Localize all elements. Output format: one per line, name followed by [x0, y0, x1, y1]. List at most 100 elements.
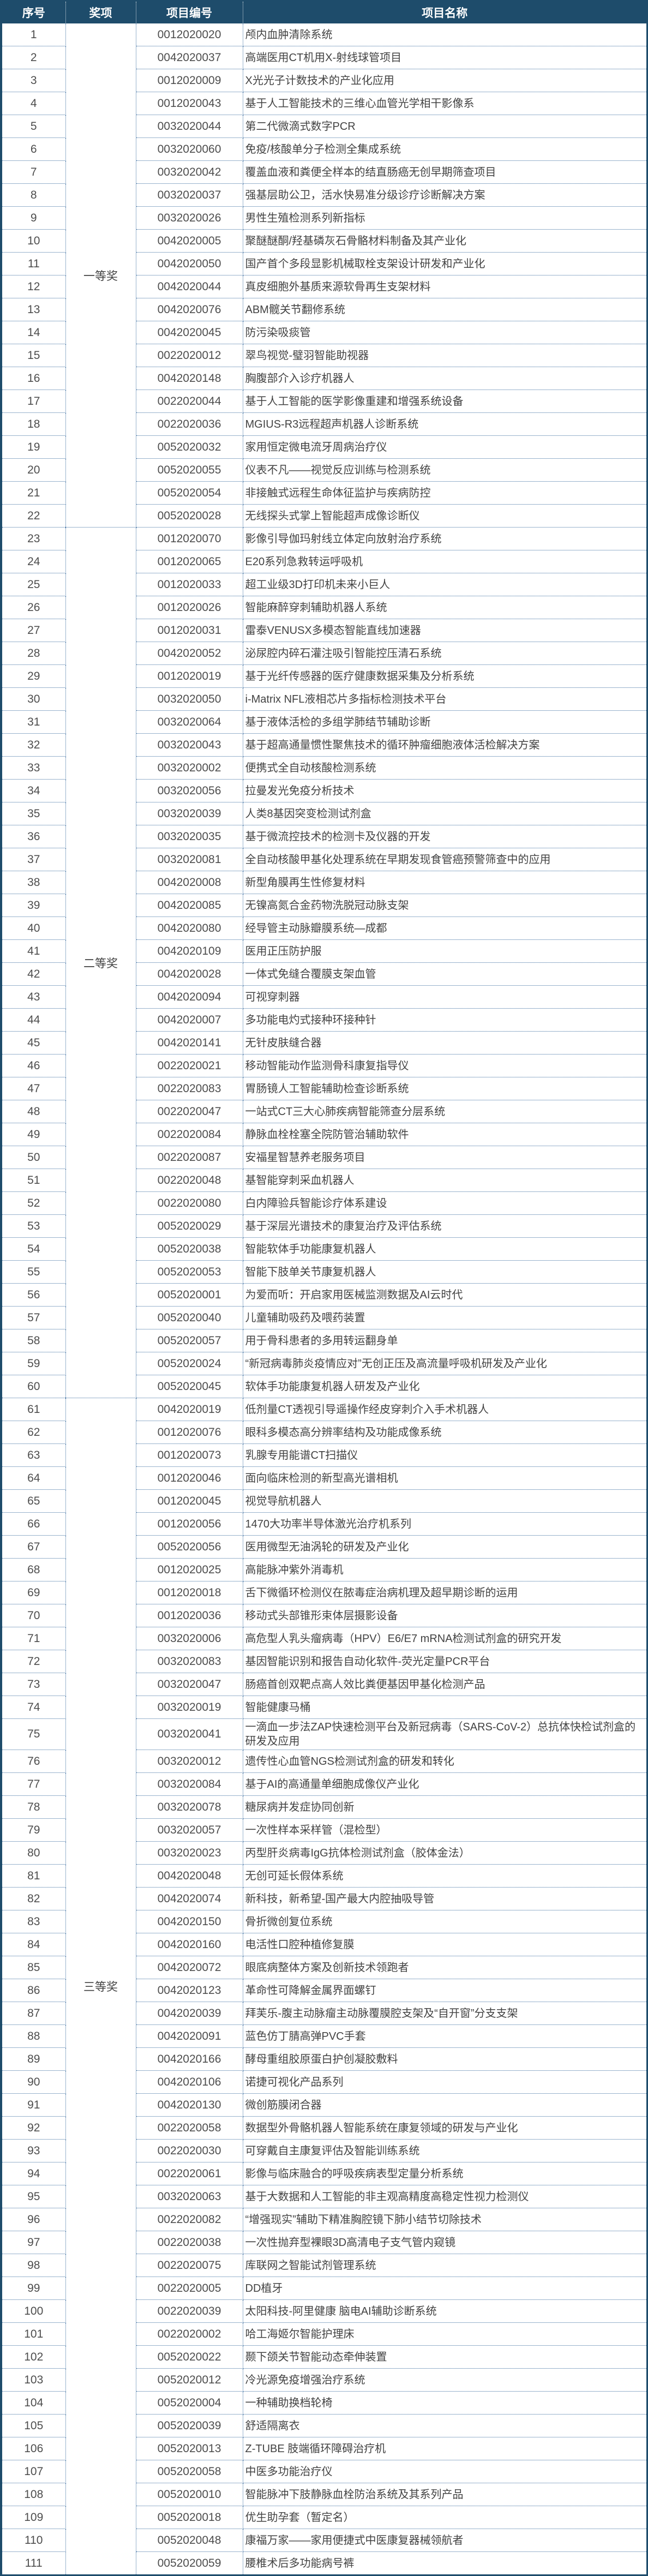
row-index-cell: 4 — [1, 92, 66, 115]
row-name-cell: 真皮细胞外基质来源软骨再生支架材料 — [243, 275, 647, 298]
row-name-cell: 一站式CT三大心肺疾病智能筛查分层系统 — [243, 1100, 647, 1123]
row-index-cell: 39 — [1, 894, 66, 917]
row-code-cell: 0052020048 — [136, 2529, 243, 2552]
row-name-cell: 防污染吸痰管 — [243, 321, 647, 344]
row-index-cell: 26 — [1, 596, 66, 619]
row-code-cell: 0022020012 — [136, 344, 243, 367]
table-row: 37 0032020081 全自动核酸甲基化处理系统在早期发现食管癌预警筛查中的应用 — [1, 848, 647, 871]
table-body: 1 一等奖 0012020020 颅内血肿清除系统 2 0042020037 高端医用CT机… — [1, 23, 647, 2575]
row-name-cell: 1470大功率半导体激光治疗机系列 — [243, 1512, 647, 1536]
row-index-cell: 90 — [1, 2070, 66, 2094]
row-index-cell: 82 — [1, 1887, 66, 1910]
table-row: 22 0052020028 无线探头式掌上智能超声成像诊断仪 — [1, 504, 647, 528]
row-index-cell: 84 — [1, 1933, 66, 1956]
table-row: 95 0032020063 基于大数据和人工智能的非主观高精度高稳定性视力检测仪 — [1, 2185, 647, 2208]
row-code-cell: 0012020025 — [136, 1558, 243, 1581]
row-code-cell: 0052020058 — [136, 2460, 243, 2483]
row-index-cell: 8 — [1, 183, 66, 207]
row-index-cell: 9 — [1, 206, 66, 230]
row-name-cell: 肠癌首创双靶点高人效比粪便基因甲基化检测产品 — [243, 1673, 647, 1696]
row-index-cell: 24 — [1, 550, 66, 573]
table-row: 80 0032020023 丙型肝炎病毒IgG抗体检测试剂盒（胶体金法） — [1, 1841, 647, 1865]
table-row: 45 0042020141 无针皮肤缝合器 — [1, 1031, 647, 1055]
row-code-cell: 0032020035 — [136, 825, 243, 848]
row-index-cell: 76 — [1, 1750, 66, 1773]
row-code-cell: 0032020026 — [136, 206, 243, 230]
row-index-cell: 92 — [1, 2116, 66, 2140]
row-name-cell: 胸腹部介入诊疗机器人 — [243, 367, 647, 390]
row-name-cell: “新冠病毒肺炎疫情应对”无创正压及高流量呼吸机研发及产业化 — [243, 1352, 647, 1375]
row-code-cell: 0052020053 — [136, 1260, 243, 1284]
row-code-cell: 0042020048 — [136, 1864, 243, 1888]
row-name-cell: 安福星智慧养老服务项目 — [243, 1146, 647, 1169]
row-code-cell: 0042020150 — [136, 1910, 243, 1933]
table-row: 33 0032020002 便携式全自动核酸检测系统 — [1, 756, 647, 780]
row-index-cell: 49 — [1, 1123, 66, 1146]
row-code-cell: 0052020012 — [136, 2368, 243, 2392]
row-index-cell: 59 — [1, 1352, 66, 1375]
row-index-cell: 93 — [1, 2139, 66, 2162]
row-index-cell: 46 — [1, 1054, 66, 1077]
table-row: 48 0022020047 一站式CT三大心肺疾病智能筛查分层系统 — [1, 1100, 647, 1123]
row-name-cell: 一体式免缝合覆膜支架血管 — [243, 962, 647, 986]
table-row: 74 0032020019 智能健康马桶 — [1, 1696, 647, 1719]
table-row: 59 0052020024 “新冠病毒肺炎疫情应对”无创正压及高流量呼吸机研发及产业… — [1, 1352, 647, 1375]
table-row: 43 0042020094 可视穿刺器 — [1, 985, 647, 1009]
row-name-cell: 高能脉冲紫外消毒机 — [243, 1558, 647, 1581]
row-name-cell: 智能健康马桶 — [243, 1696, 647, 1719]
row-index-cell: 58 — [1, 1329, 66, 1352]
row-index-cell: 12 — [1, 275, 66, 298]
row-name-cell: 眼科多模态高分辨率结构及功能成像系统 — [243, 1421, 647, 1444]
row-code-cell: 0022020061 — [136, 2162, 243, 2185]
table-row: 55 0052020053 智能下肢单关节康复机器人 — [1, 1260, 647, 1284]
table-row: 60 0052020045 软体手功能康复机器人研发及产业化 — [1, 1375, 647, 1398]
row-index-cell: 29 — [1, 664, 66, 688]
row-index-cell: 67 — [1, 1535, 66, 1559]
row-index-cell: 31 — [1, 710, 66, 734]
row-code-cell: 0042020166 — [136, 2047, 243, 2071]
table-row: 64 0012020046 面向临床检测的新型高光谱相机 — [1, 1466, 647, 1490]
row-code-cell: 0032020037 — [136, 183, 243, 207]
row-name-cell: 基于AI的高通量单细胞成像仪产业化 — [243, 1772, 647, 1796]
row-index-cell: 85 — [1, 1956, 66, 1979]
row-index-cell: 94 — [1, 2162, 66, 2185]
row-name-cell: 智能脉冲下肢静脉血栓防治系统及其系列产品 — [243, 2483, 647, 2506]
row-index-cell: 35 — [1, 802, 66, 825]
row-index-cell: 60 — [1, 1375, 66, 1398]
table-row: 42 0042020028 一体式免缝合覆膜支架血管 — [1, 962, 647, 986]
row-code-cell: 0032020047 — [136, 1673, 243, 1696]
row-name-cell: 仪表不凡——视觉反应训练与检测系统 — [243, 458, 647, 482]
row-index-cell: 21 — [1, 481, 66, 505]
award-cell: 二等奖 — [65, 527, 136, 1398]
header-row: 序号 奖项 项目编号 项目名称 — [1, 1, 647, 23]
row-name-cell: 便携式全自动核酸检测系统 — [243, 756, 647, 780]
table-row: 57 0052020040 儿童辅助吸药及喂药装置 — [1, 1306, 647, 1329]
row-code-cell: 0042020019 — [136, 1398, 243, 1421]
row-name-cell: 智能麻醉穿刺辅助机器人系统 — [243, 596, 647, 619]
table-row: 8 0032020037 强基层助公卫，活水快易准分级诊疗诊断解决方案 — [1, 183, 647, 207]
row-code-cell: 0012020031 — [136, 619, 243, 642]
row-code-cell: 0042020045 — [136, 321, 243, 344]
row-code-cell: 0012020073 — [136, 1443, 243, 1467]
row-code-cell: 0042020007 — [136, 1008, 243, 1032]
row-index-cell: 77 — [1, 1772, 66, 1796]
row-name-cell: 用于骨科患者的多用转运翻身单 — [243, 1329, 647, 1352]
col-header-award: 奖项 — [65, 1, 136, 23]
row-code-cell: 0032020081 — [136, 848, 243, 871]
table-row: 47 0022020083 胃肠镜人工智能辅助检查诊断系统 — [1, 1077, 647, 1100]
row-index-cell: 16 — [1, 367, 66, 390]
row-code-cell: 0042020008 — [136, 871, 243, 894]
row-code-cell: 0012020056 — [136, 1512, 243, 1536]
table-row: 32 0032020043 基于超高通量惯性聚焦技术的循环肿瘤细胞液体活检解决方案 — [1, 733, 647, 757]
row-code-cell: 0042020072 — [136, 1956, 243, 1979]
row-index-cell: 54 — [1, 1237, 66, 1261]
table-row: 90 0042020106 诺捷可视化产品系列 — [1, 2070, 647, 2094]
row-name-cell: 基于深层光谱技术的康复治疗及评估系统 — [243, 1214, 647, 1238]
row-name-cell: 软体手功能康复机器人研发及产业化 — [243, 1375, 647, 1398]
row-name-cell: 聚醚醚酮/羟基磷灰石骨骼材料制备及其产业化 — [243, 229, 647, 253]
table-row: 44 0042020007 多功能电灼式接种环接种针 — [1, 1008, 647, 1032]
table-row: 88 0042020091 蓝色仿丁腈高弹PVC手套 — [1, 2024, 647, 2048]
row-index-cell: 30 — [1, 687, 66, 711]
row-name-cell: 无镍高氮合金药物洗脱冠动脉支架 — [243, 894, 647, 917]
table-row: 16 0042020148 胸腹部介入诊疗机器人 — [1, 367, 647, 390]
